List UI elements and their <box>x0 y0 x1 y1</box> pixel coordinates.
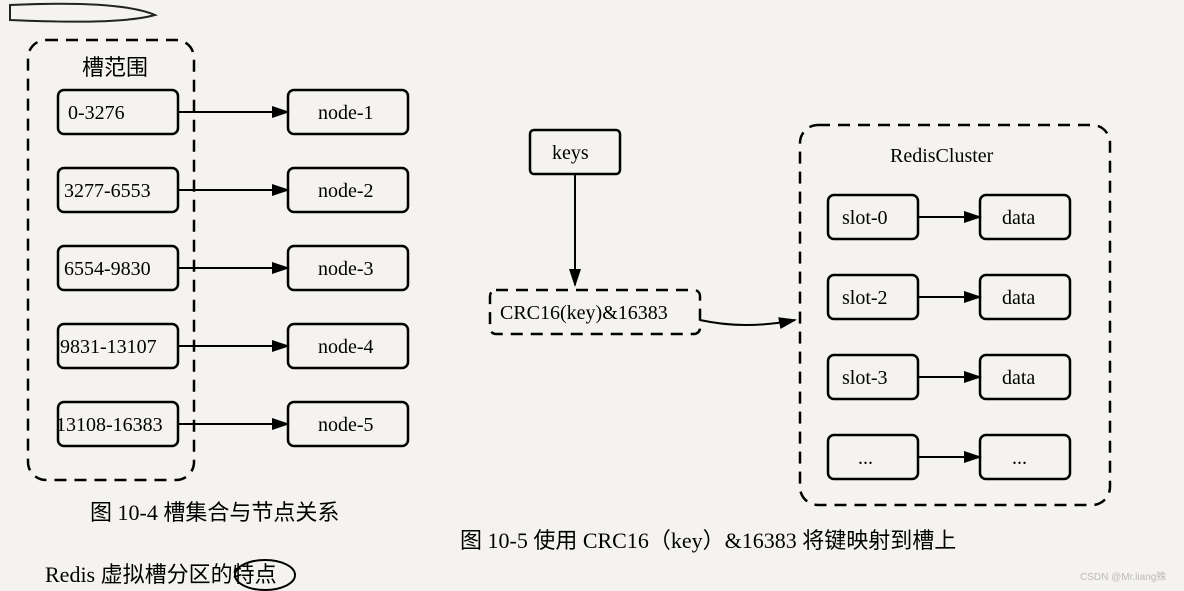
slot-4: 13108-16383 <box>56 414 163 436</box>
node-2: node-2 <box>318 180 374 202</box>
slot-0: 0-3276 <box>68 102 125 124</box>
data-row: data <box>1002 367 1035 389</box>
slot-2: 6554-9830 <box>64 258 151 280</box>
keys-label: keys <box>552 142 589 164</box>
slot-row: ... <box>858 447 873 469</box>
node-5: node-5 <box>318 414 374 436</box>
slot-row: slot-2 <box>842 287 888 309</box>
data-row: data <box>1002 287 1035 309</box>
slot-row: slot-3 <box>842 367 888 389</box>
slot-1: 3277-6553 <box>64 180 151 202</box>
cluster-container <box>800 125 1110 505</box>
slot-row: slot-0 <box>842 207 888 229</box>
slot-3: 9831-13107 <box>60 336 157 358</box>
crc-label: CRC16(key)&16383 <box>500 302 668 324</box>
arrow-crc-cluster <box>700 320 795 325</box>
slot-range-title: 槽范围 <box>82 55 148 80</box>
node-list: node-1 node-2 node-3 node-4 node-5 <box>288 90 408 446</box>
cluster-label: RedisCluster <box>890 145 994 167</box>
top-scribble <box>10 4 155 22</box>
node-4: node-4 <box>318 336 374 358</box>
node-3: node-3 <box>318 258 374 280</box>
watermark: CSDN @Mr.liang殊 <box>1080 570 1166 583</box>
node-1: node-1 <box>318 102 374 124</box>
data-row: ... <box>1012 447 1027 469</box>
data-row: data <box>1002 207 1035 229</box>
fig-right-caption: 图 10-5 使用 CRC16（key）&16383 将键映射到槽上 <box>460 528 956 553</box>
slot-list: 0-3276 3277-6553 6554-9830 9831-13107 13… <box>56 90 178 446</box>
fig-left-caption: 图 10-4 槽集合与节点关系 <box>90 500 339 525</box>
cluster-rows: slot-0 data slot-2 data slot-3 data ... … <box>828 195 1070 479</box>
